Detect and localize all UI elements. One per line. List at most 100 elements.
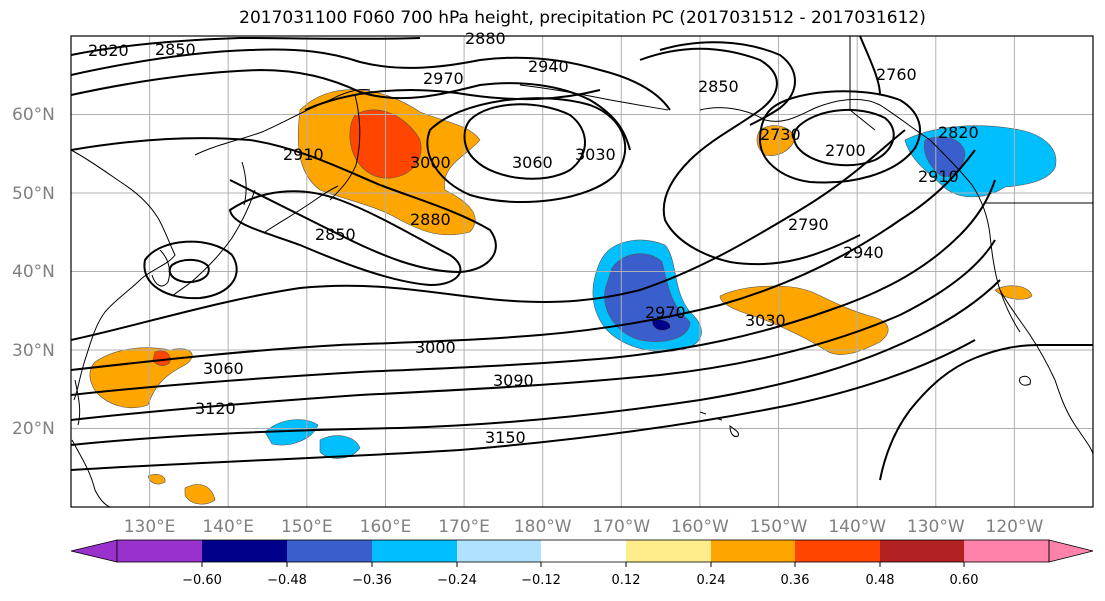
- colorbar: −0.60 −0.48 −0.36 −0.24 −0.12 0.12 0.24 …: [70, 539, 1094, 588]
- colorbar-tick-label: 0.24: [697, 573, 726, 588]
- lon-label-180w: 180°W: [514, 517, 572, 537]
- contour-line: [71, 239, 996, 421]
- coastline-north-america: [929, 139, 1093, 456]
- colorbar-tick-label: 0.36: [781, 573, 810, 588]
- contour-line: [71, 68, 631, 151]
- contour-labels: 2820 2850 2880 2970 2940 2850 2760 2910 …: [88, 29, 979, 447]
- lon-label-160w: 160°W: [671, 517, 729, 537]
- contour-line: [758, 90, 921, 184]
- colorbar-tick-label: −0.48: [267, 573, 307, 588]
- colorbar-tick-marks: [201, 562, 965, 567]
- colorbar-swatch: [117, 540, 202, 562]
- contour-label: 2880: [465, 29, 506, 48]
- colorbar-swatch: [626, 540, 711, 562]
- contour-label: 3120: [195, 399, 236, 418]
- contour-line: [71, 48, 671, 111]
- contour-label: 2850: [315, 225, 356, 244]
- latitude-labels: 20°N 30°N 40°N 50°N 60°N: [12, 105, 55, 439]
- contour-line: [71, 137, 497, 274]
- contour-label: 3060: [512, 153, 553, 172]
- coastline-alaska: [699, 99, 931, 141]
- contour-label: 2940: [843, 243, 884, 262]
- precip-region-south-patch-4: [147, 474, 166, 485]
- colorbar-tick-label: −0.24: [437, 573, 477, 588]
- lon-label-160e: 160°E: [360, 517, 412, 537]
- contour-label: 2730: [760, 125, 801, 144]
- colorbar-swatch: [287, 540, 372, 562]
- contour-label: 3060: [203, 359, 244, 378]
- contour-line: [71, 36, 421, 56]
- colorbar-frame: [116, 539, 1050, 563]
- contour-label: 3150: [485, 428, 526, 447]
- lat-label-60n: 60°N: [12, 105, 55, 125]
- contour-line: [426, 97, 627, 204]
- contour-line: [71, 129, 906, 341]
- lon-label-140e: 140°E: [202, 517, 254, 537]
- contour-label: 3030: [575, 145, 616, 164]
- precip-region-subtropical-west-core: [152, 350, 171, 366]
- lon-label-170w: 170°W: [592, 517, 650, 537]
- contour-label: 2850: [155, 40, 196, 59]
- coastline-korea: [151, 249, 171, 287]
- contour-line: [659, 41, 796, 126]
- colorbar-tick-label: −0.60: [182, 573, 222, 588]
- contour-line: [793, 108, 895, 167]
- contour-line: [71, 279, 1001, 446]
- contour-line: [879, 343, 1093, 481]
- contour-line: [71, 179, 996, 396]
- coastline-asia: [71, 149, 176, 401]
- coastline-taiwan-philippines: [71, 379, 111, 507]
- coastline-okhotsk: [194, 89, 371, 156]
- contour-label: 3030: [745, 311, 786, 330]
- contour-label: 2700: [825, 141, 866, 160]
- island-small: [1019, 375, 1031, 386]
- contour-label: 2820: [938, 123, 979, 142]
- lon-label-150e: 150°E: [281, 517, 333, 537]
- colorbar-swatch: [372, 540, 457, 562]
- contour-line: [463, 103, 586, 180]
- lon-label-130e: 130°E: [124, 517, 176, 537]
- colorbar-under-arrow: [70, 539, 118, 563]
- colorbar-swatch: [541, 540, 626, 562]
- colorbar-tick-label: −0.12: [521, 573, 561, 588]
- coastline-japan: [171, 189, 256, 297]
- colorbar-tick-label: −0.36: [352, 573, 392, 588]
- contour-label: 2880: [410, 210, 451, 229]
- lat-label-40n: 40°N: [12, 262, 55, 282]
- contour-label: 2970: [423, 69, 464, 88]
- precip-region-central-pacific-core: [651, 319, 671, 331]
- lat-label-30n: 30°N: [12, 341, 55, 361]
- lon-label-140w: 140°W: [828, 517, 886, 537]
- longitude-labels: 130°E 140°E 150°E 160°E 170°E 180°W 170°…: [124, 517, 1044, 537]
- precip-region-gulf-alaska: [756, 125, 796, 156]
- coastline-baja: [999, 289, 1021, 333]
- precip-region-baja: [994, 285, 1033, 300]
- lon-label-150w: 150°W: [750, 517, 808, 537]
- colorbar-swatch: [964, 540, 1049, 562]
- contour-label: 3000: [410, 153, 451, 172]
- lon-label-130w: 130°W: [907, 517, 965, 537]
- precip-region-south-patch-3: [184, 484, 216, 505]
- colorbar-tick-label: 0.12: [612, 573, 641, 588]
- colorbar-swatch: [202, 540, 287, 562]
- colorbar-tick-label: 0.48: [866, 573, 895, 588]
- coastline-kamchatka: [329, 94, 361, 201]
- graticule: [71, 36, 1093, 507]
- height-contours: [71, 36, 1093, 481]
- contour-line: [71, 339, 976, 471]
- contour-line: [168, 258, 210, 284]
- colorbar-swatch: [457, 540, 541, 562]
- contour-label: 2910: [918, 167, 959, 186]
- colorbar-tick-label: 0.60: [950, 573, 979, 588]
- contour-label: 2820: [88, 41, 129, 60]
- contour-label: 2970: [645, 303, 686, 322]
- coastline-kuril: [264, 185, 339, 233]
- map-title: 2017031100 F060 700 hPa height, precipit…: [239, 8, 926, 28]
- contour-line: [859, 36, 881, 96]
- precip-region-east-subtropical: [719, 285, 889, 355]
- contour-label: 2790: [788, 215, 829, 234]
- coastline-aleutians: [519, 84, 669, 111]
- lat-label-50n: 50°N: [12, 184, 55, 204]
- map-frame: [70, 35, 1094, 508]
